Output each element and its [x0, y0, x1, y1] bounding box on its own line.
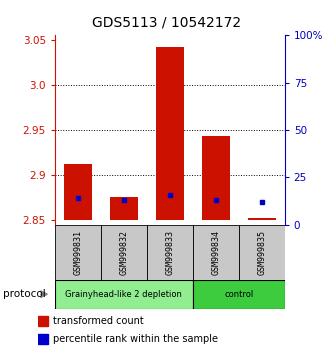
Bar — [239, 225, 285, 280]
Text: GSM999831: GSM999831 — [73, 230, 83, 275]
Bar — [193, 280, 285, 309]
Text: control: control — [224, 290, 253, 299]
Text: transformed count: transformed count — [53, 316, 144, 326]
Bar — [147, 225, 193, 280]
Bar — [38, 334, 49, 344]
Bar — [38, 316, 49, 326]
Text: percentile rank within the sample: percentile rank within the sample — [53, 334, 218, 344]
Text: GSM999832: GSM999832 — [119, 230, 129, 275]
Text: GSM999834: GSM999834 — [211, 230, 220, 275]
Text: GDS5113 / 10542172: GDS5113 / 10542172 — [92, 16, 241, 30]
Text: GSM999833: GSM999833 — [165, 230, 174, 275]
Bar — [202, 136, 229, 220]
Bar — [55, 225, 101, 280]
Bar — [55, 280, 193, 309]
Text: Grainyhead-like 2 depletion: Grainyhead-like 2 depletion — [66, 290, 182, 299]
Text: GSM999835: GSM999835 — [257, 230, 266, 275]
Bar — [193, 225, 239, 280]
Bar — [156, 47, 183, 220]
Bar — [101, 225, 147, 280]
Bar — [110, 197, 138, 220]
Text: protocol: protocol — [3, 289, 46, 299]
Bar — [64, 164, 92, 220]
Bar — [248, 218, 275, 220]
